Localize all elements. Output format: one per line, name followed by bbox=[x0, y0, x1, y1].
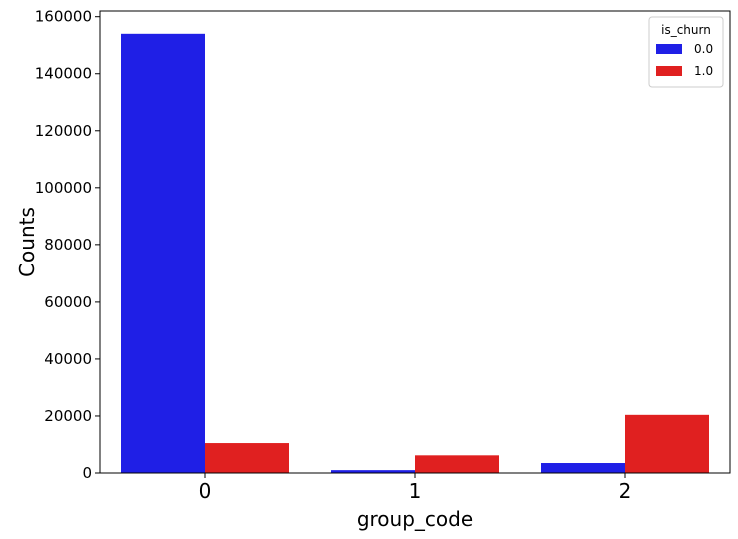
bar-series-0-cat-0 bbox=[121, 33, 205, 473]
legend-label-1: 1.0 bbox=[694, 64, 713, 78]
y-tick-label: 20000 bbox=[44, 407, 92, 425]
x-tick-label: 2 bbox=[619, 479, 632, 503]
legend-swatch-1 bbox=[656, 66, 682, 76]
x-tick-label: 1 bbox=[409, 479, 422, 503]
plot-frame bbox=[99, 10, 731, 474]
bar-series-1-cat-1 bbox=[415, 455, 499, 473]
y-tick-label: 40000 bbox=[44, 350, 92, 368]
x-axis-ticks: 0 1 2 bbox=[199, 473, 632, 503]
bar-series-1-cat-2 bbox=[625, 414, 709, 473]
bar-series-0-cat-2 bbox=[541, 463, 625, 473]
y-tick-label: 160000 bbox=[35, 8, 92, 26]
y-tick-label: 0 bbox=[82, 464, 92, 482]
y-tick-label: 100000 bbox=[35, 179, 92, 197]
legend: is_churn 0.0 1.0 bbox=[648, 16, 724, 88]
legend-label-0: 0.0 bbox=[694, 42, 713, 56]
legend-swatch-0 bbox=[656, 44, 682, 54]
bar-series-0-cat-1 bbox=[331, 470, 415, 473]
y-tick-label: 140000 bbox=[35, 65, 92, 83]
x-tick-label: 0 bbox=[199, 479, 212, 503]
y-tick-label: 120000 bbox=[35, 122, 92, 140]
bar-series-1-cat-0 bbox=[205, 443, 289, 473]
x-axis-label: group_code bbox=[357, 507, 473, 531]
y-tick-label: 60000 bbox=[44, 293, 92, 311]
bars-group bbox=[121, 33, 709, 473]
y-tick-label: 80000 bbox=[44, 236, 92, 254]
legend-title: is_churn bbox=[661, 23, 711, 37]
y-axis-ticks: 0 20000 40000 60000 80000 100000 120000 140000 1… bbox=[35, 8, 100, 482]
y-axis-label: Counts bbox=[15, 207, 39, 277]
